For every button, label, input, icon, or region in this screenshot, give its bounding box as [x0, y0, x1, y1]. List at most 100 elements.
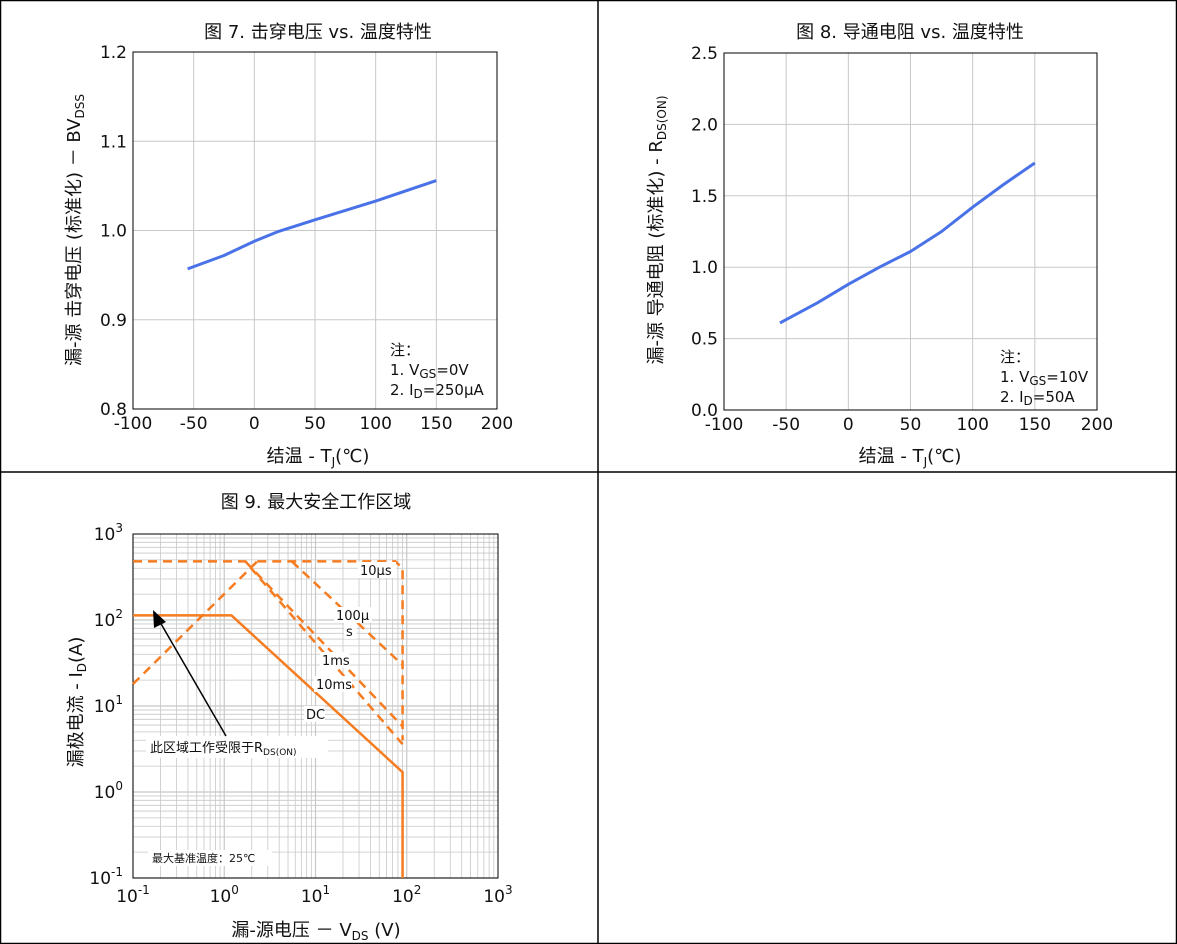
y-axis-label: 漏极电流 - ID(A): [66, 637, 89, 768]
curve-label-100us: 100µ: [336, 609, 369, 624]
series-line: [188, 181, 437, 269]
note-text: 1. V: [1000, 368, 1030, 386]
x-tick-label: 50: [304, 414, 326, 434]
chart-breakdown-voltage: 图 7. 击穿电压 vs. 温度特性 -100 -50 0 50 100 150 200 0…: [64, 22, 513, 469]
x-tick-label: 50: [900, 415, 922, 435]
y-axis-label: 漏-源 击穿电压 (标准化) － BVDSS: [64, 94, 87, 366]
x-tick-label: 150: [420, 414, 452, 434]
x-tick-label: 150: [1019, 415, 1051, 435]
temp-note: 最大基准温度：25℃: [152, 851, 255, 865]
tick-exponent: -1: [138, 883, 150, 897]
y-tick-label: 10-1: [89, 865, 123, 889]
tick-base: 10: [210, 887, 232, 907]
x-tick-label: 100: [359, 414, 391, 434]
tick-exponent: 2: [414, 883, 422, 897]
tick-exponent: 1: [115, 693, 123, 707]
y-tick-label: 2.5: [691, 44, 718, 64]
annotation-sub: DS(ON): [263, 748, 296, 758]
note-header: 注：: [390, 341, 420, 359]
x-axis-label: 结温 - TJ(℃): [267, 446, 370, 469]
series-line: [780, 163, 1035, 323]
note-text: 2. I: [1000, 388, 1024, 406]
note-subscript: GS: [1029, 374, 1046, 388]
tick-base: 10: [94, 525, 116, 545]
tick-base: 10: [392, 887, 414, 907]
x-tick-labels: 10-1 100 101 102 103: [116, 883, 512, 907]
series-lines: [780, 163, 1035, 323]
x-axis-label: 结温 - TJ(℃): [859, 446, 962, 469]
y-tick-label: 1.2: [100, 43, 127, 63]
x-tick-label: 100: [210, 883, 239, 907]
x-tick-label: 100: [956, 415, 988, 435]
y-axis-label: 漏-源 导通电阻 (标准化) - RDS(ON): [646, 95, 669, 364]
y-tick-labels: 10-1100101102103: [89, 521, 123, 889]
curve-label-10ms: 10ms: [316, 678, 352, 693]
tick-exponent: -1: [111, 865, 123, 879]
note-text: =50A: [1033, 388, 1076, 406]
y-tick-label: 100: [94, 779, 123, 803]
grid-lines: [724, 53, 1097, 410]
y-tick-label: 0.9: [100, 311, 127, 331]
note-line: 2. ID=50A: [1000, 388, 1075, 408]
tick-base: 10: [94, 783, 116, 803]
note-text: =0V: [436, 361, 469, 379]
x-tick-labels: -100 -50 0 50 100 150 200: [114, 414, 514, 434]
x-tick-label: 200: [1081, 415, 1113, 435]
x-tick-label: 0: [249, 414, 260, 434]
y-tick-label: 1.5: [691, 187, 718, 207]
annotation: 此区域工作受限于RDS(ON) 最大基准温度：25℃: [146, 610, 328, 866]
note-subscript: GS: [419, 367, 436, 381]
notes-box: 注：1. VGS=0V2. ID=250µA: [390, 341, 485, 401]
x-tick-label: -50: [180, 414, 208, 434]
tick-exponent: 2: [115, 607, 123, 621]
series-lines: [188, 181, 437, 269]
y-tick-label: 0.8: [100, 400, 127, 420]
x-tick-label: 102: [392, 883, 421, 907]
chart-title: 图 7. 击穿电压 vs. 温度特性: [204, 22, 432, 43]
x-tick-label: 101: [301, 883, 330, 907]
annotation-main: 此区域工作受限于R: [150, 741, 263, 756]
tick-base: 10: [301, 887, 323, 907]
curve-label-1ms: 1ms: [322, 654, 350, 669]
note-line: 2. ID=250µA: [390, 381, 485, 401]
x-tick-label: 200: [481, 414, 513, 434]
chart-title: 图 9. 最大安全工作区域: [221, 492, 412, 513]
grid-lines: [133, 52, 497, 409]
y-tick-labels: 0.0 0.5 1.0 1.5 2.0 2.5: [691, 44, 718, 421]
chart-safe-operating-area: 图 9. 最大安全工作区域 10-1 100 101 102 103 10-110010…: [66, 492, 513, 943]
y-tick-label: 0.5: [691, 330, 718, 350]
tick-base: 10: [89, 869, 111, 889]
tick-exponent: 3: [115, 521, 123, 535]
note-line: 1. VGS=0V: [390, 361, 469, 381]
note-header: 注：: [1000, 348, 1030, 366]
note-text: 2. I: [390, 381, 414, 399]
y-tick-label: 1.1: [100, 132, 127, 152]
tick-base: 10: [94, 611, 116, 631]
curve-label-100us-wrap: s: [346, 625, 353, 640]
tick-base: 10: [116, 887, 138, 907]
x-tick-label: 0: [843, 415, 854, 435]
x-axis-label: 漏-源电压 － VDS (V): [231, 920, 400, 943]
y-tick-label: 102: [94, 607, 123, 631]
y-tick-label: 1.0: [691, 258, 718, 278]
curve-label-10us: 10µs: [360, 564, 392, 579]
tick-base: 10: [483, 887, 505, 907]
x-tick-label: 10-1: [116, 883, 150, 907]
tick-exponent: 0: [231, 883, 239, 897]
y-tick-label: 2.0: [691, 115, 718, 135]
note-text: 1. V: [390, 361, 420, 379]
tick-exponent: 0: [115, 779, 123, 793]
x-tick-labels: -100 -50 0 50 100 150 200: [705, 415, 1114, 435]
note-subscript: D: [414, 387, 423, 401]
annotation-arrow-head: [153, 610, 166, 628]
note-line: 1. VGS=10V: [1000, 368, 1089, 388]
chart-on-resistance: 图 8. 导通电阻 vs. 温度特性 -100 -50 0 50 100 150 200 0…: [646, 22, 1113, 469]
curve-label-dc: DC: [306, 708, 325, 723]
x-tick-label: -50: [772, 415, 800, 435]
note-text: =10V: [1046, 368, 1089, 386]
tick-exponent: 3: [505, 883, 513, 897]
y-tick-labels: 0.80.91.01.11.2: [100, 43, 127, 420]
tick-base: 10: [94, 697, 116, 717]
